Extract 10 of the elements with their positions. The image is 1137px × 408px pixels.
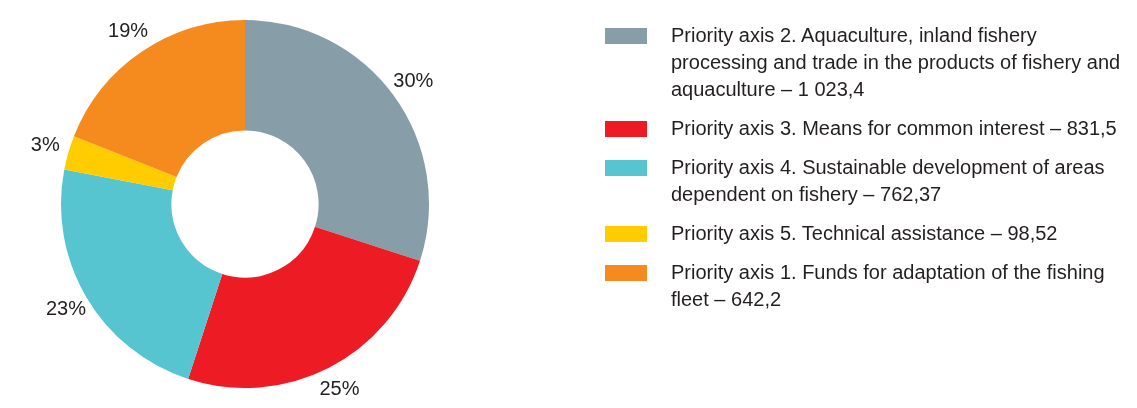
legend-label: Priority axis 5. Technical assistance – 98,52 xyxy=(671,221,1059,246)
legend-label: Priority axis 3. Means for common interest – 831,5 xyxy=(671,116,1118,141)
data-label: 19% xyxy=(108,19,149,42)
data-label: 30% xyxy=(393,69,434,92)
legend-label: Priority axis 4. Sustainable development of areas dependent on fishery – 762,37 xyxy=(671,155,1106,207)
data-label: 23% xyxy=(45,297,87,320)
data-label: 25% xyxy=(319,376,360,399)
data-label: 3% xyxy=(30,133,60,156)
legend-label: Priority axis 2. Aquaculture, inland fishery processing and trade in the products of fishery and aquaculture – 1 023,4 xyxy=(671,23,1121,102)
legend-label: Priority axis 1. Funds for adaptation of the fishing fleet – 642,2 xyxy=(671,260,1106,312)
